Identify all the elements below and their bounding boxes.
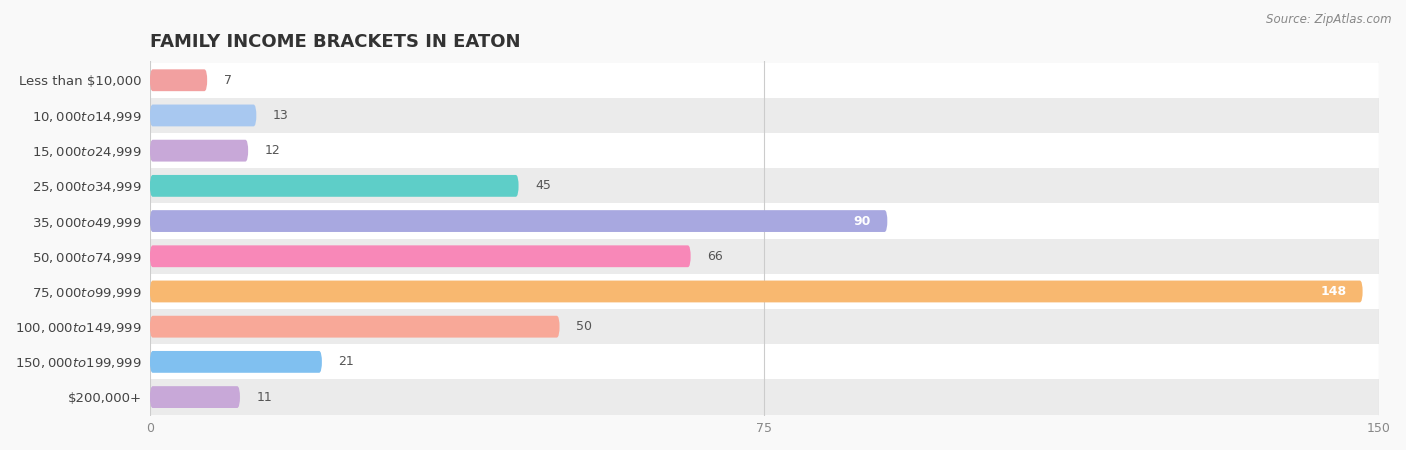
Bar	[0, 274, 1379, 309]
FancyBboxPatch shape	[150, 316, 560, 338]
Text: FAMILY INCOME BRACKETS IN EATON: FAMILY INCOME BRACKETS IN EATON	[150, 33, 520, 51]
Bar	[0, 133, 1379, 168]
FancyBboxPatch shape	[150, 351, 322, 373]
FancyBboxPatch shape	[150, 386, 240, 408]
Bar	[0, 203, 1379, 238]
FancyBboxPatch shape	[150, 210, 887, 232]
Text: Source: ZipAtlas.com: Source: ZipAtlas.com	[1267, 14, 1392, 27]
Text: 90: 90	[853, 215, 870, 228]
Text: 66: 66	[707, 250, 723, 263]
Bar	[0, 63, 1379, 98]
FancyBboxPatch shape	[150, 104, 256, 126]
Text: 45: 45	[536, 180, 551, 192]
Bar	[0, 98, 1379, 133]
Bar	[0, 238, 1379, 274]
Bar	[0, 344, 1379, 379]
Text: 12: 12	[264, 144, 280, 157]
FancyBboxPatch shape	[150, 280, 1362, 302]
Bar	[0, 309, 1379, 344]
Bar	[0, 379, 1379, 415]
Bar	[0, 168, 1379, 203]
Text: 11: 11	[256, 391, 273, 404]
FancyBboxPatch shape	[150, 140, 249, 162]
Text: 13: 13	[273, 109, 288, 122]
FancyBboxPatch shape	[150, 175, 519, 197]
FancyBboxPatch shape	[150, 245, 690, 267]
FancyBboxPatch shape	[150, 69, 207, 91]
Text: 21: 21	[339, 356, 354, 369]
Text: 7: 7	[224, 74, 232, 87]
Text: 50: 50	[576, 320, 592, 333]
Text: 148: 148	[1320, 285, 1347, 298]
